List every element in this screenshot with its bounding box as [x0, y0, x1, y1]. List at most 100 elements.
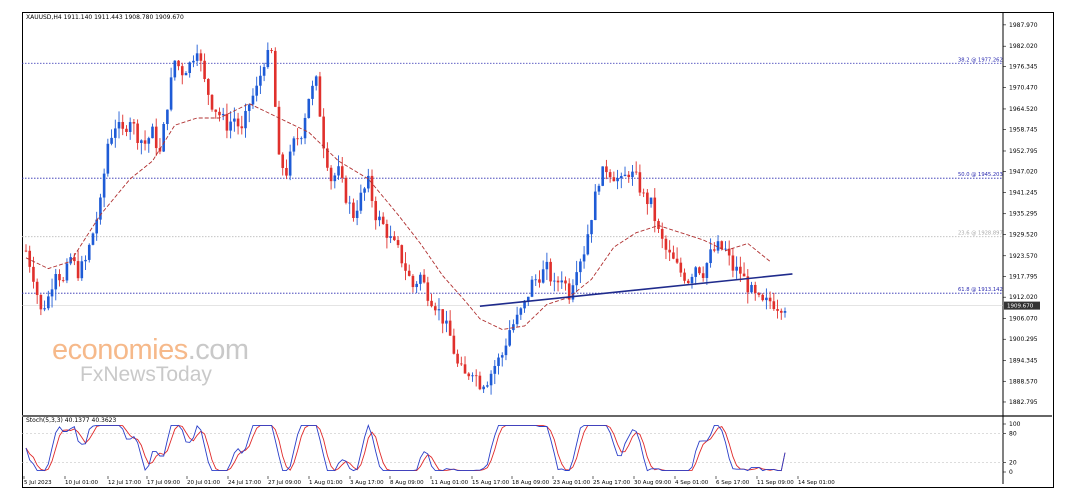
- x-tick-label: 18 Aug 09:00: [512, 480, 550, 486]
- x-tick-label: 3 Aug 17:00: [350, 480, 384, 486]
- candle-body: [366, 175, 370, 189]
- candle-body: [750, 284, 753, 293]
- candle-body: [225, 113, 229, 131]
- candle-body: [739, 266, 742, 274]
- candle-body: [136, 123, 139, 143]
- candle-body: [87, 244, 91, 260]
- candle-body: [39, 294, 43, 310]
- candle-body: [508, 330, 511, 346]
- x-tick-label: 11 Aug 01:00: [431, 480, 469, 486]
- candle-body: [616, 178, 619, 182]
- candle-body: [694, 267, 698, 277]
- candle-body: [772, 301, 776, 310]
- candle-body: [489, 373, 493, 386]
- candle-body: [184, 72, 188, 76]
- candle-body: [359, 192, 363, 211]
- x-tick-label: 4 Sep 01:00: [675, 480, 709, 486]
- candle-body: [634, 171, 638, 173]
- candle-body: [326, 148, 329, 168]
- candle-body: [32, 266, 35, 282]
- x-tick-label: 30 Aug 09:00: [634, 480, 672, 486]
- y-tick-label: 1906.070: [1009, 316, 1038, 323]
- candle-body: [526, 296, 530, 301]
- candle-body: [567, 283, 571, 300]
- stoch-main-line: [25, 424, 786, 472]
- candle-body: [255, 85, 258, 96]
- candle-body: [753, 284, 757, 294]
- candle-body: [686, 280, 690, 284]
- candle-body: [523, 300, 526, 309]
- y-tick-label: 1929.520: [1009, 231, 1038, 238]
- main-chart-header: XAUUSD,H4 1911.140 1911.443 1908.780 190…: [26, 14, 184, 21]
- x-tick-label: 25 Aug 17:00: [593, 480, 631, 486]
- candle-body: [463, 364, 467, 374]
- candle-body: [207, 79, 210, 95]
- candle-body: [292, 138, 296, 152]
- candle-body: [300, 138, 303, 140]
- chart-window: [22, 12, 1054, 488]
- candle-body: [441, 309, 445, 324]
- candle-body: [757, 293, 761, 295]
- candle-body: [709, 249, 712, 264]
- candle-body: [579, 261, 582, 273]
- candle-body: [407, 270, 411, 276]
- candle-body: [556, 280, 560, 283]
- candle-body: [560, 280, 564, 283]
- candle-body: [385, 223, 389, 238]
- y-tick-label: 1958.745: [1009, 127, 1038, 134]
- candle-body: [452, 335, 456, 354]
- candle-body: [195, 53, 199, 61]
- candle-body: [593, 191, 597, 221]
- candle-body: [113, 128, 117, 138]
- candle-body: [173, 60, 177, 78]
- candle-body: [549, 261, 552, 282]
- candle-body: [500, 355, 504, 358]
- candle-body: [571, 285, 575, 300]
- candle-body: [742, 273, 746, 277]
- candle-body: [322, 116, 325, 149]
- candle-body: [210, 94, 214, 110]
- candle-body: [713, 249, 716, 251]
- candle-body: [352, 202, 355, 219]
- candle-body: [705, 263, 709, 278]
- candle-body: [266, 49, 270, 68]
- candle-body: [657, 221, 660, 229]
- stoch-tick-label: 20: [1009, 459, 1017, 466]
- candle-body: [467, 373, 471, 377]
- candle-body: [411, 275, 415, 288]
- candle-body: [73, 257, 76, 262]
- candle-body: [486, 385, 489, 387]
- candle-body: [761, 294, 764, 301]
- candle-body: [244, 110, 247, 129]
- candle-body: [348, 202, 351, 204]
- candle-body: [154, 126, 158, 149]
- candle-body: [515, 314, 519, 325]
- candle-body: [214, 109, 218, 112]
- candle-body: [277, 106, 281, 155]
- candle-body: [664, 238, 668, 250]
- x-tick-label: 20 Jul 01:00: [187, 480, 220, 486]
- candle-body: [553, 280, 556, 282]
- candle-body: [396, 240, 400, 246]
- candle-body: [541, 269, 545, 283]
- candle-body: [132, 122, 136, 124]
- candle-body: [545, 261, 549, 270]
- candle-body: [102, 173, 106, 198]
- candle-body: [720, 241, 724, 250]
- candle-body: [597, 185, 601, 192]
- watermark-economies: economies.com: [52, 334, 249, 367]
- candle-body: [251, 95, 255, 105]
- candle-body: [683, 272, 686, 281]
- y-tick-label: 1900.295: [1009, 336, 1038, 343]
- candle-body: [679, 262, 683, 273]
- stoch-signal-line: [25, 424, 786, 472]
- candle-body: [619, 176, 623, 179]
- candle-body: [482, 386, 485, 390]
- candle-body: [724, 248, 727, 250]
- watermark-fxnewstoday: FxNewsToday: [80, 363, 212, 386]
- candle-body: [273, 50, 277, 107]
- candle-body: [422, 274, 426, 283]
- candle-body: [65, 263, 69, 281]
- candle-body: [91, 233, 95, 245]
- candle-body: [415, 283, 418, 288]
